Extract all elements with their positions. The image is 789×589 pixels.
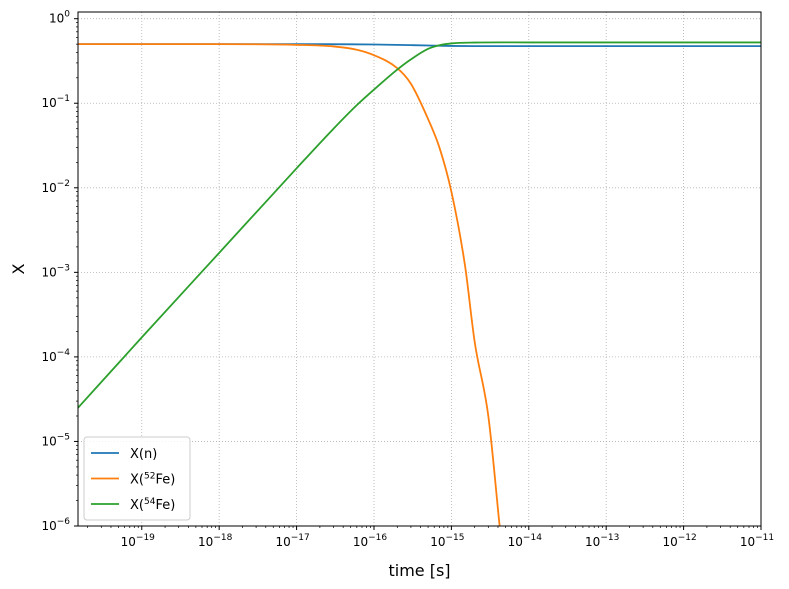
y-tick-label: 10−1 xyxy=(41,94,70,110)
x-tick-label: 10−12 xyxy=(662,533,696,549)
axis-ticks: 10−19 10−18 10−17 10−16 10−15 10−14 10−13 10−12… xyxy=(41,10,774,549)
y-tick-label: 10−3 xyxy=(41,263,70,279)
y-axis-label: X xyxy=(9,263,28,274)
legend-label-3: X(54Fe) xyxy=(130,497,175,513)
x-tick-label: 10−19 xyxy=(121,533,156,549)
y-tick-label: 100 xyxy=(49,10,70,26)
series-lines xyxy=(78,41,761,526)
legend-label-1: X(n) xyxy=(130,447,157,462)
legend-box xyxy=(83,436,191,521)
x-tick-label: 10−11 xyxy=(740,533,774,549)
plot-area xyxy=(77,11,762,527)
series-line-3 xyxy=(78,41,761,409)
legend-label-2: X(52Fe) xyxy=(130,472,175,488)
x-tick-label: 10−17 xyxy=(275,533,309,549)
series-line-2 xyxy=(78,43,501,526)
x-tick-label: 10−15 xyxy=(430,533,464,549)
x-tick-label: 10−16 xyxy=(353,533,388,549)
y-tick-label: 10−4 xyxy=(41,348,70,364)
y-tick-label: 10−6 xyxy=(41,517,70,533)
x-tick-label: 10−18 xyxy=(198,533,233,549)
x-tick-label: 10−14 xyxy=(508,533,543,549)
x-tick-label: 10−13 xyxy=(585,533,619,549)
y-tick-label: 10−5 xyxy=(41,432,70,448)
y-tick-label: 10−2 xyxy=(41,179,70,195)
x-axis-label: time [s] xyxy=(388,561,450,580)
legend: X(n) X(52Fe) X(54Fe) xyxy=(83,436,191,521)
